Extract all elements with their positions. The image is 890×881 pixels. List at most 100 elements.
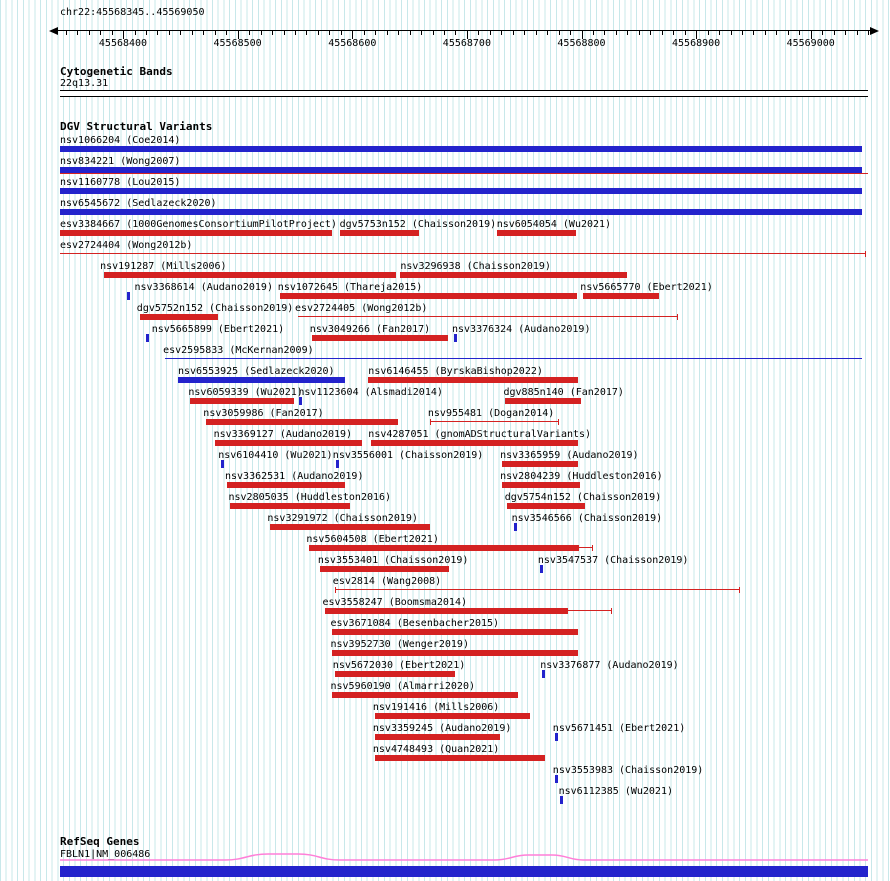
variant-label[interactable]: nsv3296938 (Chaisson2019) [400, 261, 551, 272]
variant-label[interactable]: nsv6112385 (Wu2021) [558, 786, 673, 797]
variant-label[interactable]: nsv6059339 (Wu2021) [188, 387, 303, 398]
variant-label[interactable]: nsv3553401 (Chaisson2019) [317, 555, 469, 566]
variant-insertion-tick[interactable] [555, 775, 559, 783]
variant-bar[interactable] [60, 167, 863, 173]
variant-span-line[interactable] [60, 253, 866, 254]
variant-bar[interactable] [502, 461, 578, 467]
variant-label[interactable]: nsv6104410 (Wu2021) [218, 450, 333, 461]
variant-insertion-tick[interactable] [220, 460, 224, 468]
variant-span-line[interactable] [60, 173, 868, 174]
variant-label[interactable]: nsv3547537 (Chaisson2019) [537, 555, 689, 566]
variant-label[interactable]: nsv3556001 (Chaisson2019) [332, 450, 484, 461]
variant-bar[interactable] [331, 650, 578, 656]
variant-label[interactable]: nsv6545672 (Sedlazeck2020) [60, 198, 217, 209]
variant-label[interactable]: nsv5604508 (Ebert2021) [306, 534, 439, 545]
variant-bar[interactable] [60, 209, 863, 215]
variant-bar[interactable] [339, 230, 419, 236]
variant-bar[interactable] [331, 629, 578, 635]
variant-label[interactable]: nsv5960190 (Almarri2020) [330, 681, 476, 692]
variant-label[interactable]: nsv4287051 (gnomADStructuralVariants) [368, 429, 592, 440]
variant-label[interactable]: nsv191287 (Mills2006) [100, 261, 227, 272]
variant-span-line[interactable] [579, 547, 593, 548]
variant-bar[interactable] [370, 440, 578, 446]
variant-label[interactable]: esv2724405 (Wong2012b) [295, 303, 428, 314]
variant-span-line[interactable] [165, 358, 863, 359]
variant-label[interactable]: nsv1066204 (Coe2014) [60, 135, 181, 146]
variant-span-line[interactable] [335, 589, 740, 590]
variant-label[interactable]: nsv2805035 (Huddleston2016) [228, 492, 392, 503]
variant-bar[interactable] [375, 755, 545, 761]
variant-label[interactable]: nsv1072645 (Thareja2015) [277, 282, 423, 293]
variant-span-line[interactable] [430, 421, 559, 422]
variant-bar[interactable] [229, 503, 350, 509]
variant-bar[interactable] [375, 734, 501, 740]
variant-label[interactable]: nsv191416 (Mills2006) [372, 702, 500, 713]
variant-bar[interactable] [269, 524, 431, 530]
variant-label[interactable]: nsv3362531 (Audano2019) [225, 471, 364, 482]
variant-label[interactable]: esv2595833 (McKernan2009) [163, 345, 314, 356]
variant-bar[interactable] [205, 419, 399, 425]
variant-label[interactable]: dgv5752n152 (Chaisson2019) [136, 303, 294, 314]
variant-bar[interactable] [331, 692, 519, 698]
variant-label[interactable]: nsv834221 (Wong2007) [60, 156, 181, 167]
variant-bar[interactable] [103, 272, 396, 278]
refseq-gene-bar[interactable] [60, 866, 868, 877]
variant-label[interactable]: nsv3059986 (Fan2017) [203, 408, 324, 419]
variant-bar[interactable] [324, 608, 568, 614]
variant-bar[interactable] [312, 335, 449, 341]
variant-label[interactable]: esv2814 (Wang2008) [332, 576, 442, 587]
variant-label[interactable]: dgv5753n152 (Chaisson2019) [339, 219, 497, 230]
variant-label[interactable]: nsv2804239 (Huddleston2016) [500, 471, 663, 482]
variant-bar[interactable] [375, 713, 530, 719]
variant-label[interactable]: esv3558247 (Boomsma2014) [322, 597, 468, 608]
variant-bar[interactable] [140, 314, 219, 320]
variant-label[interactable]: nsv3952730 (Wenger2019) [330, 639, 469, 650]
variant-bar[interactable] [60, 230, 332, 236]
variant-bar[interactable] [280, 293, 577, 299]
variant-insertion-tick[interactable] [126, 292, 130, 300]
variant-label[interactable]: nsv3376324 (Audano2019) [452, 324, 591, 335]
variant-label[interactable]: dgv5754n152 (Chaisson2019) [504, 492, 662, 503]
variant-label[interactable]: esv3671084 (Besenbacher2015) [330, 618, 500, 629]
variant-insertion-tick[interactable] [336, 460, 340, 468]
variant-insertion-tick[interactable] [298, 397, 302, 405]
variant-insertion-tick[interactable] [146, 334, 150, 342]
variant-bar[interactable] [320, 566, 449, 572]
variant-label[interactable]: nsv5665899 (Ebert2021) [151, 324, 285, 335]
variant-label[interactable]: nsv3365959 (Audano2019) [500, 450, 639, 461]
variant-bar[interactable] [504, 398, 582, 404]
variant-label[interactable]: nsv3049266 (Fan2017) [309, 324, 431, 335]
variant-insertion-tick[interactable] [555, 733, 559, 741]
variant-label[interactable]: nsv1160778 (Lou2015) [60, 177, 181, 188]
variant-label[interactable]: nsv4748493 (Quan2021) [372, 744, 500, 755]
variant-label[interactable]: dgv885n140 (Fan2017) [503, 387, 624, 398]
variant-bar[interactable] [189, 398, 294, 404]
variant-label[interactable]: nsv1123604 (Alsmadi2014) [298, 387, 443, 398]
variant-label[interactable]: nsv955481 (Dogan2014) [427, 408, 555, 419]
variant-bar[interactable] [400, 272, 628, 278]
variant-label[interactable]: nsv3369127 (Audano2019) [213, 429, 353, 440]
variant-bar[interactable] [335, 671, 456, 677]
variant-bar[interactable] [507, 503, 585, 509]
variant-bar[interactable] [60, 188, 863, 194]
variant-label[interactable]: nsv6146455 (ByrskaBishop2022) [368, 366, 543, 377]
variant-label[interactable]: nsv6054054 (Wu2021) [496, 219, 612, 230]
variant-label[interactable]: nsv3359245 (Audano2019) [372, 723, 512, 734]
variant-label[interactable]: nsv3291972 (Chaisson2019) [267, 513, 418, 524]
variant-bar[interactable] [227, 482, 346, 488]
variant-insertion-tick[interactable] [454, 334, 458, 342]
variant-bar[interactable] [368, 377, 578, 383]
variant-label[interactable]: nsv5671451 (Ebert2021) [552, 723, 686, 734]
variant-bar[interactable] [214, 440, 363, 446]
variant-bar[interactable] [60, 146, 863, 152]
variant-span-line[interactable] [567, 610, 613, 611]
variant-bar[interactable] [502, 482, 581, 488]
variant-label[interactable]: nsv3553983 (Chaisson2019) [552, 765, 704, 776]
variant-bar[interactable] [582, 293, 660, 299]
variant-label[interactable]: nsv3368614 (Audano2019) [134, 282, 273, 293]
variant-label[interactable]: nsv5665770 (Ebert2021) [580, 282, 713, 293]
variant-label[interactable]: nsv3546566 (Chaisson2019) [511, 513, 663, 524]
variant-insertion-tick[interactable] [514, 523, 517, 531]
variant-label[interactable]: esv3384667 (1000GenomesConsortiumPilotPr… [60, 219, 337, 230]
variant-insertion-tick[interactable] [559, 796, 563, 804]
